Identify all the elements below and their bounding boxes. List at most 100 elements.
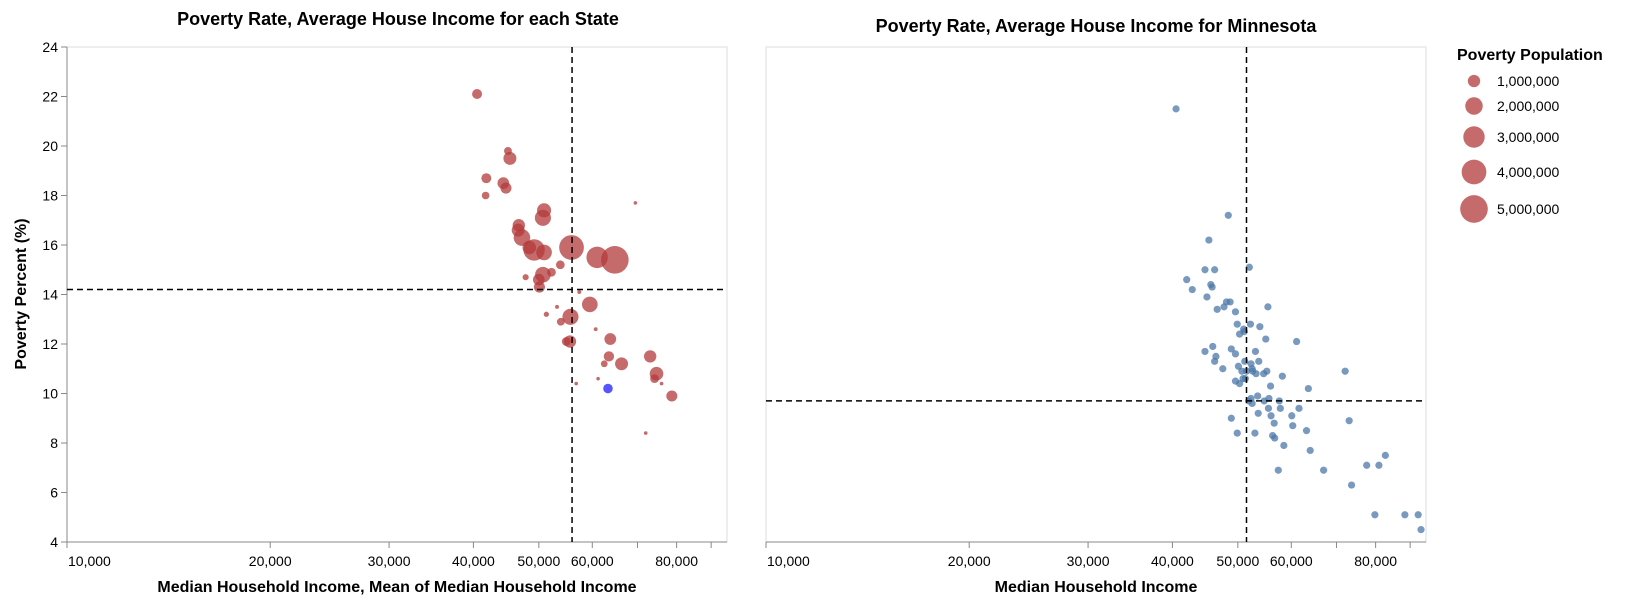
state-point[interactable] [562, 308, 579, 325]
county-point[interactable] [1289, 422, 1297, 430]
state-point[interactable] [512, 219, 525, 232]
county-point[interactable] [1271, 434, 1279, 442]
county-point[interactable] [1211, 357, 1219, 365]
county-point[interactable] [1295, 404, 1303, 412]
county-point[interactable] [1256, 323, 1264, 331]
state-point[interactable] [503, 151, 517, 165]
state-point[interactable] [481, 191, 490, 200]
county-point[interactable] [1227, 414, 1235, 422]
state-point[interactable] [522, 274, 529, 281]
county-point[interactable] [1288, 412, 1296, 420]
county-point[interactable] [1255, 357, 1263, 365]
county-point[interactable] [1226, 298, 1234, 306]
state-point[interactable] [593, 327, 598, 332]
county-point[interactable] [1304, 384, 1312, 393]
county-point[interactable] [1209, 342, 1217, 351]
state-point[interactable] [500, 182, 512, 194]
county-point[interactable] [1183, 276, 1191, 284]
county-point[interactable] [1401, 511, 1409, 519]
state-point[interactable] [536, 244, 552, 261]
state-point[interactable] [615, 357, 629, 371]
state-point[interactable] [604, 333, 617, 345]
state-point[interactable] [537, 203, 552, 218]
county-point[interactable] [1239, 375, 1247, 383]
state-point[interactable] [586, 246, 608, 269]
state-point[interactable] [561, 337, 571, 346]
county-point[interactable] [1241, 357, 1249, 365]
county-point[interactable] [1188, 285, 1196, 294]
county-point[interactable] [1276, 404, 1284, 412]
county-point[interactable] [1254, 392, 1262, 400]
state-point[interactable] [596, 376, 600, 381]
county-point[interactable] [1220, 303, 1228, 311]
state-point[interactable] [666, 390, 678, 402]
county-point[interactable] [1270, 419, 1278, 427]
county-point[interactable] [1224, 211, 1232, 219]
county-point[interactable] [1233, 429, 1241, 437]
county-point[interactable] [1252, 370, 1260, 378]
state-point[interactable] [481, 173, 492, 184]
state-point[interactable] [643, 431, 648, 435]
county-point[interactable] [1267, 412, 1275, 420]
county-point[interactable] [1375, 461, 1383, 469]
state-point[interactable] [555, 304, 559, 309]
county-point[interactable] [1219, 365, 1227, 373]
county-point[interactable] [1235, 330, 1244, 338]
state-point[interactable] [577, 290, 582, 294]
state-point[interactable] [633, 201, 638, 205]
county-point[interactable] [1264, 303, 1272, 311]
county-point[interactable] [1201, 266, 1209, 274]
county-point[interactable] [1347, 481, 1356, 489]
county-point[interactable] [1417, 526, 1425, 534]
county-point[interactable] [1251, 347, 1260, 356]
county-point[interactable] [1266, 382, 1275, 390]
county-point[interactable] [1345, 417, 1353, 425]
county-point[interactable] [1293, 337, 1301, 346]
county-point[interactable] [1208, 283, 1216, 291]
county-point[interactable] [1381, 451, 1389, 459]
minnesota-highlight-point[interactable] [603, 383, 613, 394]
county-point[interactable] [1245, 263, 1253, 271]
state-point[interactable] [601, 246, 629, 274]
county-point[interactable] [1205, 236, 1213, 244]
county-point[interactable] [1246, 320, 1255, 328]
county-point[interactable] [1201, 347, 1209, 356]
state-point[interactable] [582, 296, 598, 313]
state-point[interactable] [574, 381, 579, 386]
state-point[interactable] [650, 374, 659, 384]
county-point[interactable] [1211, 266, 1219, 274]
county-point[interactable] [1280, 441, 1288, 450]
county-point[interactable] [1231, 350, 1240, 358]
county-point[interactable] [1262, 335, 1270, 343]
county-point[interactable] [1203, 293, 1211, 301]
state-point[interactable] [556, 317, 565, 326]
state-point[interactable] [547, 267, 556, 277]
county-point[interactable] [1251, 429, 1259, 437]
county-point[interactable] [1213, 305, 1221, 313]
state-point[interactable] [555, 260, 565, 270]
state-point[interactable] [643, 350, 657, 363]
county-point[interactable] [1414, 511, 1422, 519]
county-point[interactable] [1231, 377, 1240, 385]
county-point[interactable] [1263, 367, 1271, 375]
state-point[interactable] [533, 281, 545, 293]
county-point[interactable] [1306, 446, 1314, 455]
county-point[interactable] [1231, 308, 1240, 316]
county-point[interactable] [1254, 409, 1262, 417]
county-point[interactable] [1278, 372, 1286, 380]
county-point[interactable] [1363, 461, 1371, 469]
state-point[interactable] [543, 311, 549, 317]
state-point[interactable] [472, 89, 483, 100]
county-point[interactable] [1264, 404, 1273, 412]
county-point[interactable] [1371, 511, 1379, 519]
state-point[interactable] [659, 381, 664, 386]
county-point[interactable] [1172, 105, 1180, 113]
county-point[interactable] [1274, 466, 1282, 474]
state-point[interactable] [504, 147, 512, 155]
county-point[interactable] [1233, 320, 1241, 328]
county-point[interactable] [1341, 367, 1349, 375]
county-point[interactable] [1227, 345, 1235, 353]
state-point[interactable] [600, 360, 608, 368]
county-point[interactable] [1302, 427, 1311, 435]
state-point[interactable] [603, 351, 615, 362]
